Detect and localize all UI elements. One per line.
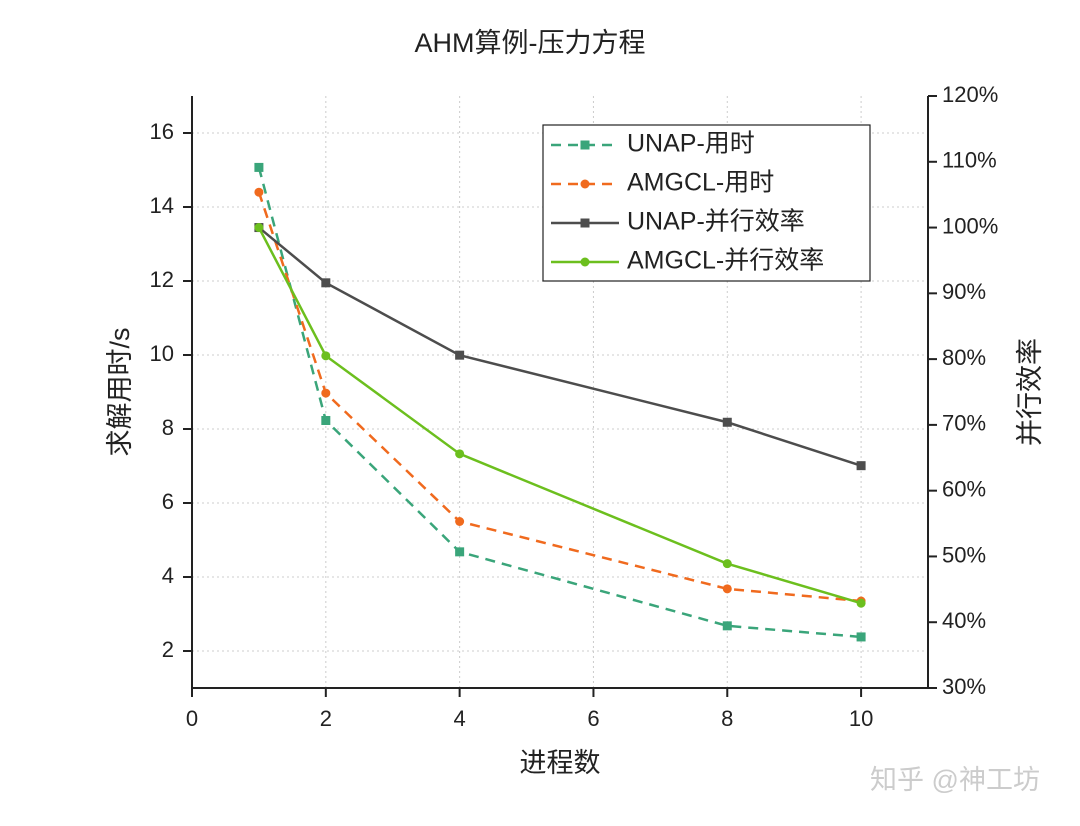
marker xyxy=(455,547,465,557)
marker xyxy=(856,598,866,608)
x-tick-label: 8 xyxy=(721,706,733,731)
y-tick-label: 2 xyxy=(162,637,174,662)
legend-label: UNAP-用时 xyxy=(627,130,755,158)
marker xyxy=(856,461,866,471)
marker xyxy=(321,388,331,398)
legend-label: UNAP-并行效率 xyxy=(627,208,805,236)
marker xyxy=(722,559,732,569)
y-tick-label: 6 xyxy=(162,489,174,514)
legend-marker xyxy=(580,218,590,228)
marker xyxy=(722,584,732,594)
marker xyxy=(455,449,465,459)
x-tick-label: 2 xyxy=(320,706,332,731)
marker xyxy=(254,187,264,197)
y2-axis-label: 并行效率 xyxy=(1015,338,1045,446)
x-tick-label: 10 xyxy=(849,706,873,731)
marker xyxy=(321,351,331,361)
marker xyxy=(722,621,732,631)
y2-tick-label: 40% xyxy=(942,608,986,633)
y2-tick-label: 120% xyxy=(942,82,998,107)
chart-title: AHM算例-压力方程 xyxy=(415,28,646,58)
x-axis-label: 进程数 xyxy=(520,748,601,778)
legend-marker xyxy=(580,179,590,189)
y-tick-label: 14 xyxy=(150,193,174,218)
x-tick-label: 6 xyxy=(587,706,599,731)
y2-tick-label: 80% xyxy=(942,345,986,370)
marker xyxy=(455,350,465,360)
y-axis-label: 求解用时/s xyxy=(105,327,135,456)
y2-tick-label: 50% xyxy=(942,542,986,567)
watermark: 知乎 @神工坊 xyxy=(870,765,1040,795)
y-tick-label: 12 xyxy=(150,267,174,292)
marker xyxy=(455,517,465,526)
y-tick-label: 4 xyxy=(162,563,174,588)
y2-tick-label: 30% xyxy=(942,674,986,699)
legend-box xyxy=(542,124,871,282)
legend-marker xyxy=(580,140,590,150)
marker xyxy=(321,278,331,288)
marker xyxy=(321,415,331,425)
y2-tick-label: 90% xyxy=(942,279,986,304)
marker xyxy=(254,223,264,233)
marker xyxy=(254,162,264,172)
x-tick-label: 4 xyxy=(454,706,466,731)
y2-tick-label: 110% xyxy=(942,148,997,173)
x-tick-label: 0 xyxy=(186,706,198,731)
marker xyxy=(856,632,866,642)
legend-label: AMGCL-用时 xyxy=(627,169,774,197)
legend-label: AMGCL-并行效率 xyxy=(627,247,824,275)
y-tick-label: 8 xyxy=(162,415,174,440)
marker xyxy=(722,417,732,427)
y-tick-label: 10 xyxy=(150,341,174,366)
y2-tick-label: 60% xyxy=(942,476,986,501)
y-tick-label: 16 xyxy=(150,119,174,144)
y2-tick-label: 100% xyxy=(942,213,998,238)
legend-marker xyxy=(580,257,590,267)
y2-tick-label: 70% xyxy=(942,411,986,436)
